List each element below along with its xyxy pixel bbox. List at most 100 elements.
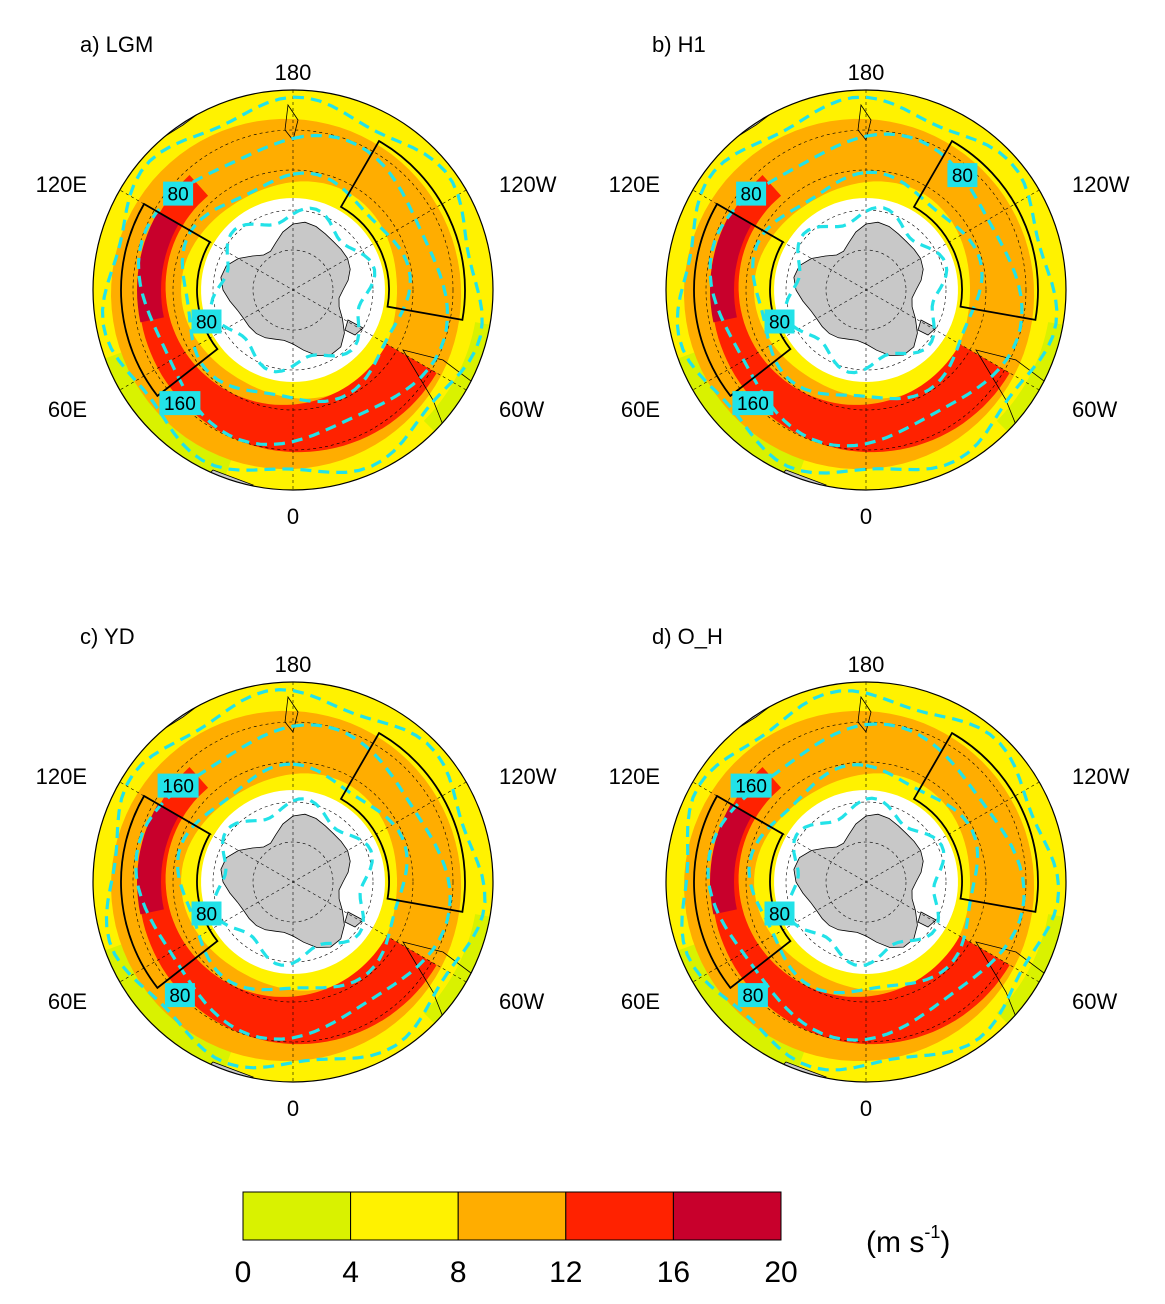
contour-label-text: 80 — [741, 185, 762, 206]
colorbar-bin — [565, 1191, 674, 1241]
contour-label: 160 — [157, 773, 199, 798]
contour-line — [100, 95, 484, 474]
panel-a: a) LGM 180 0 120E 120W 60E 60W 80 80 160 — [36, 32, 557, 529]
latitude-circle — [212, 801, 374, 963]
contour-label-text: 80 — [742, 986, 763, 1007]
contour-label: 80 — [737, 983, 768, 1008]
lon-label-lower-right: 60W — [499, 989, 544, 1014]
wind-band-12-16 — [711, 767, 1010, 1045]
latitude-circle — [132, 129, 454, 451]
panel-grid: a) LGM 180 0 120E 120W 60E 60W 80 80 160 b) H1 180 0… — [36, 32, 1130, 1121]
panel-b: b) H1 180 0 120E 120W 60E 60W 80 80 160 80 — [609, 32, 1130, 529]
lon-label-upper-left: 120E — [609, 764, 660, 789]
contour-label-text: 80 — [769, 313, 790, 334]
wind-band-low — [423, 914, 493, 1027]
panel-c: c) YD 180 0 120E 120W 60E 60W 160 80 80 — [36, 624, 557, 1121]
longitude-line — [119, 781, 467, 983]
contour-label-text: 160 — [164, 394, 196, 415]
lon-label-lower-right: 60W — [1072, 989, 1117, 1014]
lon-label-upper-right: 120W — [1072, 172, 1130, 197]
colorbar-bin — [672, 1191, 782, 1241]
latitude-circle — [705, 129, 1027, 451]
colorbar-bin — [350, 1191, 459, 1241]
lon-label-upper-left: 120E — [36, 764, 87, 789]
wind-band-low — [996, 914, 1066, 1027]
lon-label-lower-right: 60W — [1072, 397, 1117, 422]
contour-label: 160 — [732, 391, 774, 416]
colorbar-tick-label: 12 — [549, 1256, 582, 1289]
contour-label: 80 — [191, 901, 222, 926]
south-america-outline — [402, 941, 493, 1043]
contour-label: 160 — [159, 391, 201, 416]
south-america-outline — [975, 941, 1066, 1043]
lon-label-bottom: 0 — [860, 1096, 872, 1121]
polar-map: 160 80 80 — [92, 681, 494, 1083]
contour-label-text: 160 — [737, 394, 769, 415]
colorbar-tick-label: 20 — [764, 1256, 797, 1289]
pacific-box — [339, 139, 466, 321]
pacific-box — [912, 731, 1039, 913]
contour-line — [675, 95, 1059, 475]
wind-band-12-16 — [711, 175, 1010, 453]
colorbar-tick-label: 16 — [657, 1256, 690, 1289]
contour-line — [783, 205, 949, 375]
panel-title: d) O_H — [652, 624, 723, 649]
lon-label-bottom: 0 — [287, 504, 299, 529]
panel-title: b) H1 — [652, 32, 706, 57]
lon-label-upper-right: 120W — [499, 764, 557, 789]
contour-line — [104, 687, 487, 1070]
wind-band-16-20 — [137, 804, 179, 915]
panel-title: c) YD — [80, 624, 135, 649]
contour-label-text: 160 — [162, 777, 194, 798]
longitude-line — [692, 189, 1040, 391]
latitude-circle — [785, 801, 947, 963]
colorbar-bin — [457, 1191, 567, 1241]
contour-line — [212, 797, 374, 967]
longitude-line — [119, 189, 467, 391]
contour-label: 80 — [947, 163, 978, 188]
latitude-circle — [705, 721, 1027, 1043]
colorbar-tick-label: 0 — [235, 1256, 252, 1289]
colorbar-units: (m s-1) — [866, 1222, 950, 1259]
polar-map: 80 80 160 80 — [665, 89, 1067, 491]
lon-label-bottom: 0 — [287, 1096, 299, 1121]
peninsula-landmass — [344, 911, 364, 928]
map-boundary — [92, 89, 494, 491]
pacific-box — [339, 731, 466, 913]
wind-band-12-16 — [138, 767, 437, 1045]
peninsula-landmass — [917, 319, 937, 336]
latitude-circle — [132, 721, 454, 1043]
contour-label: 80 — [764, 901, 795, 926]
latitude-circle — [785, 209, 947, 371]
wind-band-low — [996, 322, 1066, 435]
contour-label-text: 80 — [168, 185, 189, 206]
contour-label: 80 — [164, 983, 195, 1008]
polar-map: 80 80 160 — [92, 89, 494, 491]
wind-band-low — [423, 322, 493, 435]
contour-line — [209, 206, 377, 374]
lon-label-top: 180 — [275, 60, 312, 85]
contour-line — [786, 796, 946, 968]
contour-label: 80 — [764, 309, 795, 334]
lon-label-lower-left: 60E — [48, 397, 87, 422]
graticule — [119, 90, 467, 490]
lon-label-top: 180 — [848, 60, 885, 85]
colorbar-bin — [242, 1191, 352, 1241]
lon-label-upper-left: 120E — [36, 172, 87, 197]
wind-band-16-20 — [710, 804, 752, 915]
lon-label-upper-left: 120E — [609, 172, 660, 197]
longitude-line — [692, 781, 1040, 983]
wind-band-12-16 — [138, 175, 437, 453]
contour-label-text: 80 — [769, 905, 790, 926]
peninsula-landmass — [917, 911, 937, 928]
contour-label-text: 80 — [952, 166, 973, 187]
contour-label-text: 80 — [196, 905, 217, 926]
lon-label-lower-left: 60E — [621, 989, 660, 1014]
map-boundary — [92, 681, 494, 1083]
latitude-circle — [212, 209, 374, 371]
contour-label: 160 — [730, 773, 772, 798]
lon-label-bottom: 0 — [860, 504, 872, 529]
colorbar-tick-labels: 0 4 8 12 16 20 — [235, 1256, 798, 1289]
contour-label: 80 — [191, 309, 222, 334]
wind-band-16-20 — [137, 212, 179, 323]
